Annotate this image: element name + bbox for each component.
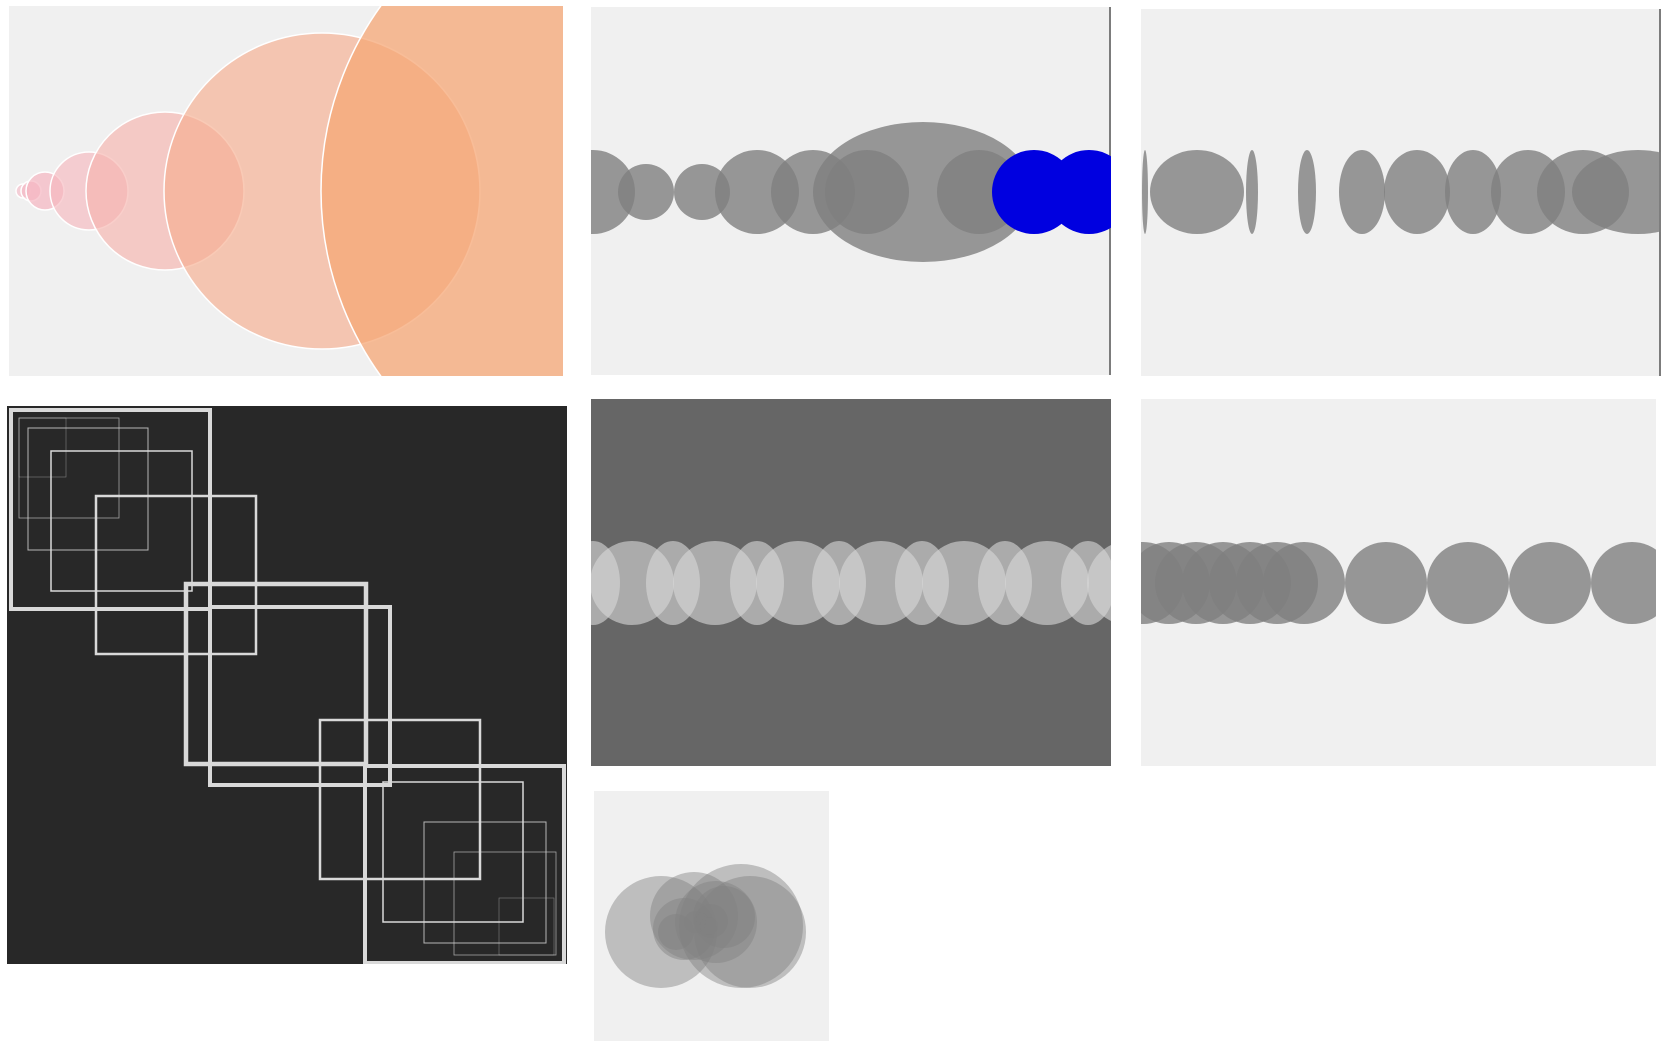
gray-circle-1 [591, 150, 635, 234]
ellipse-6 [1384, 150, 1450, 234]
circle-7 [320, 6, 563, 376]
gray-circle-7 [1263, 542, 1345, 624]
gray-row-blue-canvas [591, 7, 1111, 375]
panel-background [594, 791, 829, 1041]
panel-gray-row-blue [591, 7, 1111, 375]
panel-gray-ellipses [1141, 9, 1661, 376]
gray-circle-2 [618, 164, 674, 220]
square-5 [9, 408, 212, 611]
ellipse-1 [1142, 150, 1148, 234]
square-2 [18, 417, 120, 519]
cluster-circle-2 [694, 876, 806, 988]
square-12 [423, 821, 547, 944]
ellipse-5 [1339, 150, 1385, 234]
ellipse-10 [1572, 150, 1661, 234]
blue-circle-2 [1047, 150, 1111, 234]
cluster-circle-7 [653, 898, 715, 960]
ellipse-4 [1298, 150, 1316, 234]
square-4 [50, 450, 193, 592]
square-10 [363, 764, 566, 964]
ellipse-2 [1150, 150, 1244, 234]
cluster-circle-8 [694, 904, 728, 938]
cluster-circle-4 [650, 872, 738, 960]
panel-outlined-squares [7, 406, 567, 964]
cluster-circle-12 [696, 913, 708, 925]
gray-circle-9 [1427, 542, 1509, 624]
cluster-circle-10 [684, 911, 706, 933]
square-6 [94, 494, 258, 656]
cluster-circle-5 [679, 864, 803, 988]
spreading-circles-canvas [1141, 399, 1656, 766]
panel-circle-cluster [594, 791, 829, 1041]
gray-circle-10 [1509, 542, 1591, 624]
light-ellipse-14 [1087, 545, 1111, 621]
outlined-squares-canvas [7, 406, 567, 964]
square-3 [27, 427, 149, 551]
square-14 [498, 897, 555, 956]
ellipse-7 [1445, 150, 1501, 234]
panel-spreading-circles [1141, 399, 1656, 766]
cluster-circle-9 [658, 914, 694, 950]
square-7 [183, 581, 369, 767]
panel-light-ellipses [591, 399, 1111, 766]
ellipse-3 [1246, 150, 1258, 234]
gray-ellipses-canvas [1141, 9, 1661, 376]
gray-circle-3 [674, 164, 730, 220]
light-ellipses-canvas [591, 399, 1111, 766]
cluster-circle-6 [693, 886, 755, 948]
panel-orange-circles [9, 6, 563, 376]
square-8 [208, 605, 392, 787]
orange-circles-canvas [9, 6, 563, 376]
gray-circle-11 [1591, 542, 1656, 624]
cluster-circle-3 [675, 881, 757, 963]
gray-circle-8 [1345, 542, 1427, 624]
gray-circle-6 [825, 150, 909, 234]
square-9 [318, 718, 482, 881]
cluster-circle-11 [700, 917, 718, 935]
panel-background [7, 406, 567, 964]
circle-cluster-canvas [594, 791, 829, 1041]
cluster-circle-1 [605, 876, 717, 988]
